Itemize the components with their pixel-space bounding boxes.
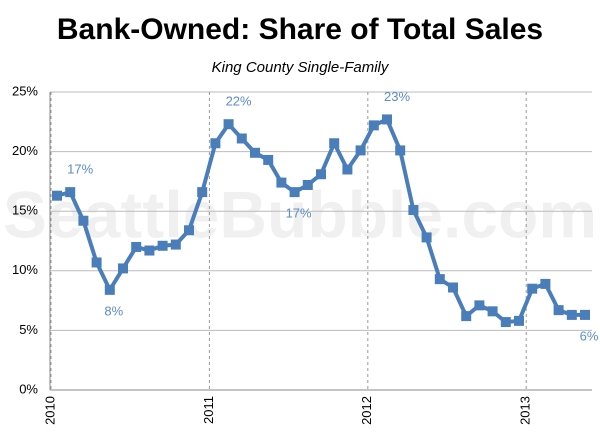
marker	[527, 283, 538, 294]
y-tick-label: 0%	[19, 381, 38, 396]
x-tick-label: 2012	[359, 396, 374, 425]
marker	[448, 282, 458, 293]
marker	[421, 232, 432, 243]
marker	[157, 240, 168, 251]
marker	[461, 311, 472, 322]
marker	[474, 300, 485, 311]
data-label: 6%	[580, 328, 599, 343]
data-label: 22%	[226, 94, 252, 109]
marker	[500, 317, 511, 328]
marker	[540, 278, 551, 289]
marker	[131, 241, 142, 252]
marker	[104, 284, 115, 295]
marker	[184, 225, 194, 236]
marker	[368, 120, 379, 131]
marker	[236, 133, 247, 144]
marker	[514, 315, 524, 326]
data-label: 17%	[286, 206, 312, 221]
chart-subtitle: King County Single-Family	[212, 59, 390, 76]
marker	[263, 154, 274, 165]
chart-title: Bank-Owned: Share of Total Sales	[57, 13, 543, 46]
marker	[276, 177, 287, 188]
y-tick-label: 20%	[12, 143, 38, 158]
marker	[210, 138, 221, 149]
marker	[566, 309, 577, 320]
marker	[355, 145, 366, 156]
marker	[302, 179, 313, 190]
marker	[329, 138, 340, 149]
marker	[170, 239, 181, 250]
marker	[342, 164, 353, 175]
marker	[91, 257, 102, 268]
marker	[289, 187, 300, 198]
marker	[197, 187, 208, 198]
marker	[382, 114, 392, 125]
marker	[408, 205, 419, 216]
marker	[487, 306, 498, 317]
data-label: 8%	[104, 303, 123, 318]
x-tick-label: 2010	[42, 396, 57, 425]
y-tick-label: 5%	[19, 322, 38, 337]
marker	[250, 147, 260, 158]
marker	[65, 187, 76, 198]
marker	[580, 309, 590, 320]
data-label: 17%	[67, 162, 93, 177]
marker	[52, 190, 62, 201]
y-tick-label: 10%	[12, 262, 38, 277]
marker	[395, 145, 406, 156]
marker	[553, 305, 564, 316]
y-tick-label: 15%	[12, 203, 38, 218]
marker	[78, 215, 89, 226]
marker	[118, 263, 128, 274]
x-tick-label: 2011	[201, 396, 216, 424]
x-tick-label: 2013	[518, 396, 533, 425]
marker	[434, 274, 445, 285]
marker	[144, 245, 155, 256]
y-tick-label: 25%	[12, 83, 38, 98]
marker	[316, 169, 326, 180]
marker	[223, 119, 234, 130]
data-label: 23%	[384, 89, 410, 104]
